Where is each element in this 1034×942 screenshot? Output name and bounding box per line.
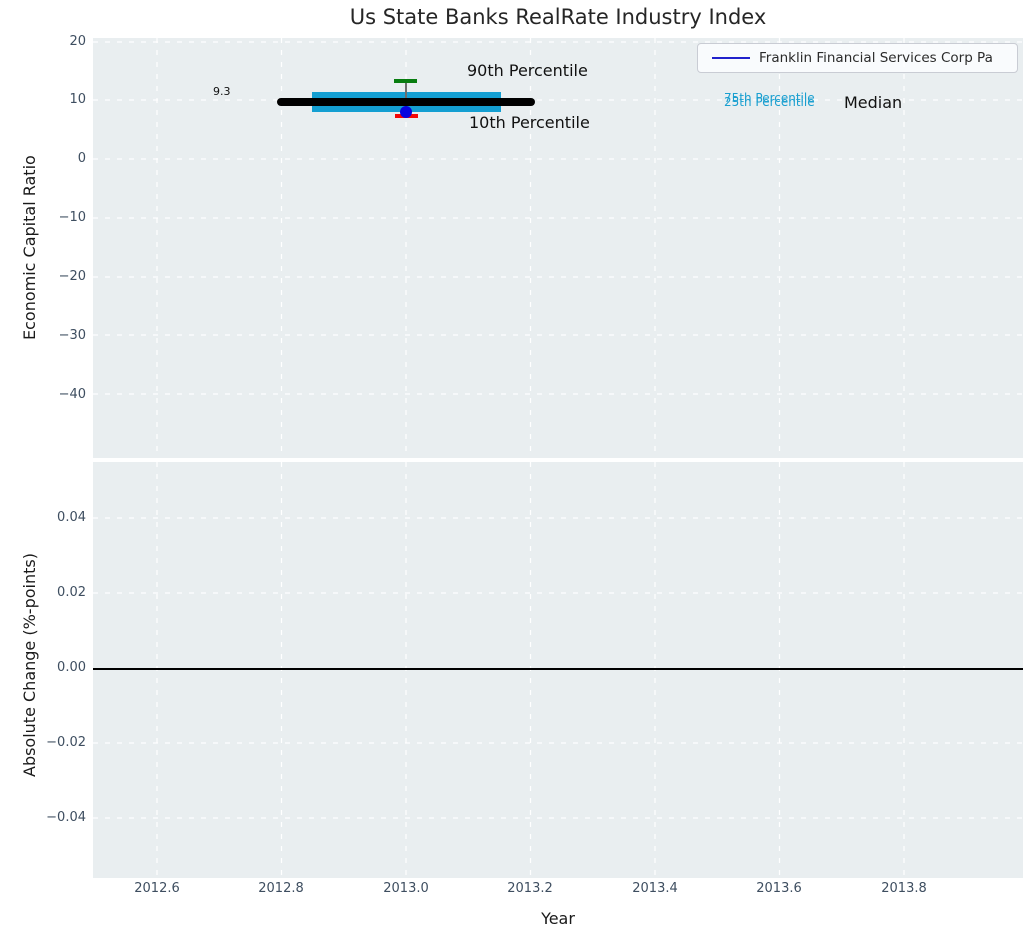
median-value-annotation: 9.3	[213, 85, 231, 98]
xtick-2013-0: 2013.0	[383, 881, 429, 896]
bottom-y-axis-label: Absolute Change (%-points)	[20, 553, 39, 778]
zero-baseline	[93, 668, 1023, 670]
chart-title: Us State Banks RealRate Industry Index	[349, 5, 767, 29]
p25-percentile-annotation: 25th Percentile	[724, 95, 815, 109]
p10-percentile-annotation: 10th Percentile	[469, 113, 590, 132]
ytick-top-0: 0	[77, 151, 86, 166]
legend: Franklin Financial Services Corp Pa	[697, 43, 1018, 73]
legend-line-sample	[712, 56, 750, 60]
median-line	[277, 98, 535, 106]
ytick-top-n20: −20	[58, 269, 86, 284]
ytick-top-20: 20	[69, 34, 86, 49]
xtick-2012-8: 2012.8	[258, 881, 304, 896]
legend-entry-label: Franklin Financial Services Corp Pa	[759, 50, 993, 66]
xtick-2013-4: 2013.4	[632, 881, 678, 896]
top-gridlines-svg	[93, 38, 1023, 458]
top-y-axis-label: Economic Capital Ratio	[20, 155, 39, 340]
xtick-2012-6: 2012.6	[134, 881, 180, 896]
ytick-bot-n004: −0.04	[46, 810, 86, 825]
ytick-bot-n002: −0.02	[46, 735, 86, 750]
ytick-bot-002: 0.02	[57, 585, 86, 600]
x-axis-label: Year	[541, 909, 575, 928]
ytick-top-n40: −40	[58, 387, 86, 402]
median-label-annotation: Median	[844, 93, 903, 112]
p75-percentile-annotation: 75th Percentile	[724, 91, 815, 105]
xtick-2013-8: 2013.8	[881, 881, 927, 896]
ytick-top-n10: −10	[58, 210, 86, 225]
xtick-2013-6: 2013.6	[756, 881, 802, 896]
p90-percentile-annotation: 90th Percentile	[467, 61, 588, 80]
ytick-top-10: 10	[69, 92, 86, 107]
company-data-point	[400, 106, 412, 118]
ytick-bot-004: 0.04	[57, 510, 86, 525]
p90-cap	[394, 79, 417, 83]
xtick-2013-2: 2013.2	[507, 881, 553, 896]
ytick-bot-000: 0.00	[57, 660, 86, 675]
ytick-top-n30: −30	[58, 328, 86, 343]
whisker-line	[405, 81, 407, 114]
bottom-axes	[93, 462, 1023, 878]
bottom-gridlines-svg	[93, 462, 1023, 878]
top-axes	[93, 38, 1023, 458]
